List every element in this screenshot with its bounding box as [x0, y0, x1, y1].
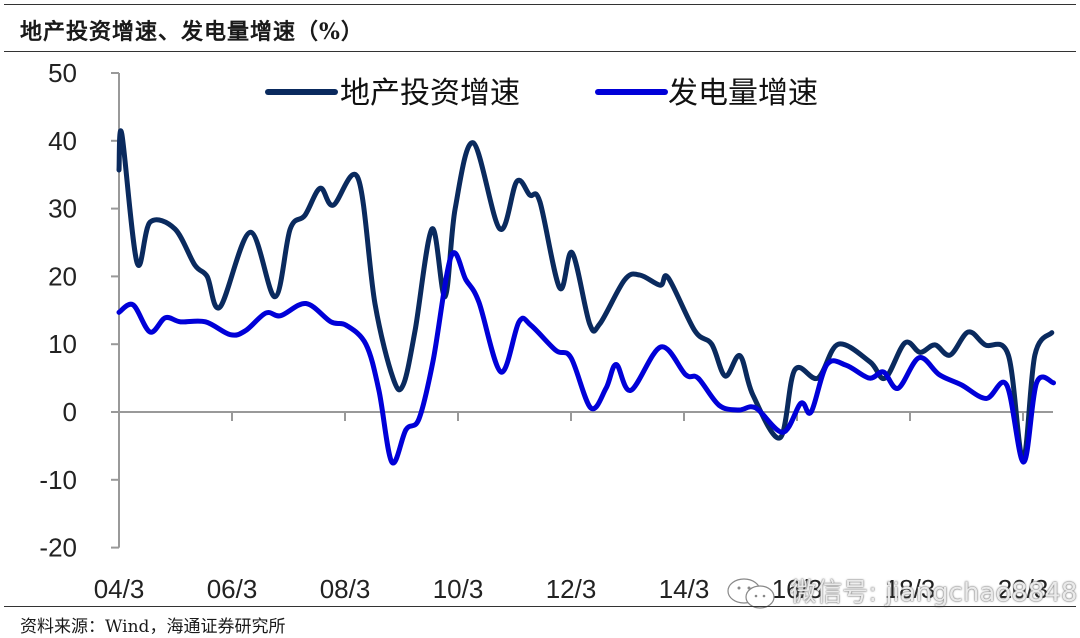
x-tick-label: 14/3 [659, 574, 710, 604]
x-axis: 04/3 06/3 08/3 10/3 12/3 14/3 16/3 18/3 20/3 [94, 411, 1053, 604]
power-generation-line [116, 250, 1057, 466]
y-tick-label: 40 [48, 126, 77, 156]
line-chart: 50 40 30 20 10 0 -10 -20 04/3 06/3 08/3 10/3 12/3 14… [39, 58, 1057, 604]
real-estate-investment-line [116, 128, 1055, 462]
y-tick-label: 0 [63, 397, 77, 427]
chart-title: 地产投资增速、发电量增速（%） [20, 19, 364, 45]
watermark: 微信号: jiangchao8848 [724, 572, 1077, 611]
source-note: 资料来源：Wind，海通证券研究所 [20, 617, 286, 637]
y-tick-label: 50 [48, 58, 77, 88]
x-tick-label: 18/3 [885, 574, 936, 604]
x-tick-label: 04/3 [94, 574, 145, 604]
watermark-text: 微信号: jiangchao8848 [790, 578, 1078, 608]
y-axis: 50 40 30 20 10 0 -10 -20 [39, 58, 120, 563]
y-tick-label: 10 [48, 329, 77, 359]
series-lines [116, 128, 1057, 466]
x-tick-label: 16/3 [772, 574, 823, 604]
bottom-rule [4, 606, 1076, 607]
title-rule [4, 51, 1076, 52]
legend-label: 地产投资增速 [340, 76, 520, 111]
y-tick-label: -10 [39, 465, 77, 495]
x-tick-label: 08/3 [320, 574, 371, 604]
y-tick-label: -20 [39, 533, 77, 563]
y-tick-label: 30 [48, 194, 77, 224]
x-tick-label: 10/3 [433, 574, 484, 604]
x-tick-label: 12/3 [546, 574, 597, 604]
chart-legend: 地产投资增速 发电量增速 [265, 76, 818, 111]
x-tick-label: 06/3 [207, 574, 258, 604]
top-rule [4, 4, 1076, 5]
y-tick-label: 20 [48, 261, 77, 291]
x-tick-label: 20/3 [998, 574, 1049, 604]
legend-label: 发电量增速 [668, 76, 818, 111]
wechat-icon [724, 577, 790, 609]
